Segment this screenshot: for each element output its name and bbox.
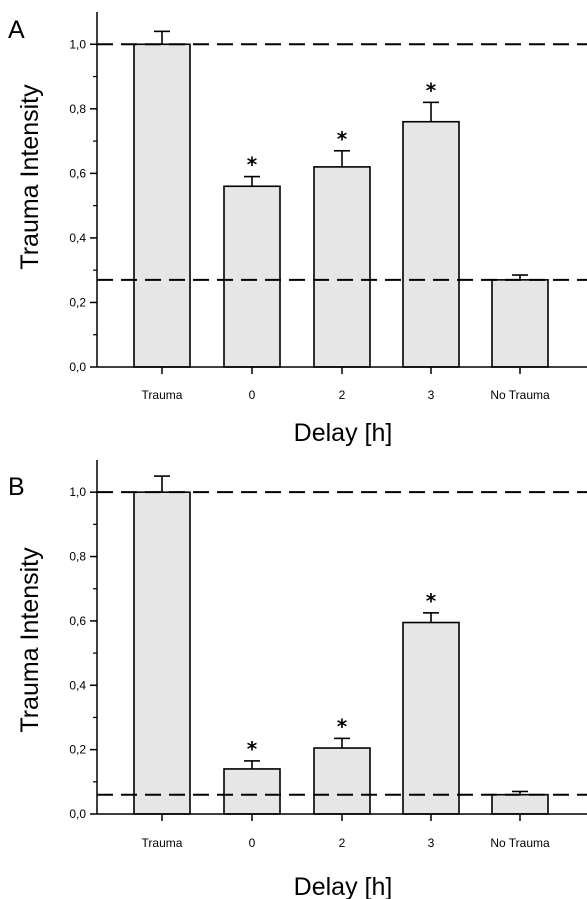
significance-marker-1: * — [247, 153, 258, 177]
significance-marker-2: * — [337, 127, 348, 151]
x-tick-label-4: No Trauma — [490, 388, 550, 402]
x-tick-label-3: 3 — [428, 836, 435, 850]
x-tick-label-1: 0 — [249, 388, 256, 402]
panel-label: B — [8, 473, 25, 501]
bar-1 — [223, 768, 281, 815]
x-tick-label-0: Trauma — [142, 388, 183, 402]
bar-0 — [133, 43, 191, 368]
y-tick-label-1: 0,2 — [69, 743, 86, 757]
bar-1 — [223, 185, 281, 368]
bar-4 — [491, 793, 549, 815]
x-tick-label-2: 2 — [339, 836, 346, 850]
x-tick-label-2: 2 — [339, 388, 346, 402]
y-tick-label-1: 0,2 — [69, 295, 86, 309]
y-tick-label-0: 0,0 — [69, 360, 86, 374]
y-tick-label-2: 0,4 — [69, 231, 86, 245]
y-tick-label-4: 0,8 — [69, 550, 86, 564]
bar-3 — [402, 621, 460, 815]
bar-0 — [133, 491, 191, 815]
significance-marker-1: * — [247, 737, 258, 761]
y-axis-title: Trauma Intensity — [16, 84, 44, 270]
bar-4 — [491, 279, 549, 368]
significance-marker-3: * — [426, 78, 437, 102]
y-tick-label-2: 0,4 — [69, 678, 86, 692]
panel-label: A — [8, 16, 25, 44]
bar-2 — [313, 166, 371, 368]
bar-2 — [313, 747, 371, 815]
significance-marker-2: * — [337, 714, 348, 738]
x-tick-label-3: 3 — [428, 388, 435, 402]
y-tick-label-5: 1,0 — [69, 485, 86, 499]
y-tick-label-3: 0,6 — [69, 614, 86, 628]
panel-a: A Trauma Intensity Delay [h] 0,0 0,2 0,4 0,… — [8, 12, 587, 447]
y-tick-label-5: 1,0 — [69, 37, 86, 51]
x-tick-label-1: 0 — [249, 836, 256, 850]
x-tick-label-4: No Trauma — [490, 836, 550, 850]
y-axis-title: Trauma Intensity — [16, 547, 44, 733]
x-axis-title: Delay [h] — [294, 873, 393, 899]
y-tick-label-0: 0,0 — [69, 807, 86, 821]
x-axis-title: Delay [h] — [294, 419, 393, 447]
significance-marker-3: * — [426, 589, 437, 613]
panel-b: B Trauma Intensity Delay [h] 0,0 0,2 0,4 0,… — [8, 460, 587, 899]
y-tick-label-3: 0,6 — [69, 166, 86, 180]
bar-3 — [402, 120, 460, 368]
y-tick-label-4: 0,8 — [69, 102, 86, 116]
x-tick-label-0: Trauma — [142, 836, 183, 850]
